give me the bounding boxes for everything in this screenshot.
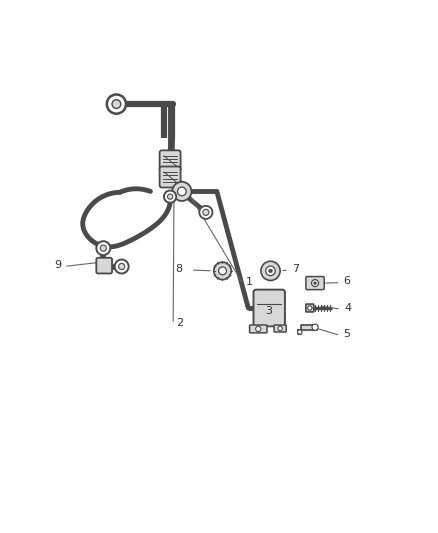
- Polygon shape: [297, 325, 317, 334]
- Circle shape: [119, 263, 125, 270]
- FancyBboxPatch shape: [254, 289, 285, 326]
- Circle shape: [312, 324, 318, 330]
- Circle shape: [100, 245, 106, 251]
- Circle shape: [107, 94, 126, 114]
- Text: 9: 9: [54, 260, 61, 270]
- Circle shape: [307, 306, 312, 310]
- FancyBboxPatch shape: [96, 258, 112, 273]
- Text: 5: 5: [343, 329, 350, 339]
- Circle shape: [214, 262, 231, 280]
- Circle shape: [266, 266, 276, 276]
- Text: 8: 8: [175, 264, 182, 274]
- Circle shape: [172, 182, 191, 201]
- Circle shape: [203, 209, 209, 215]
- Circle shape: [297, 330, 302, 334]
- Circle shape: [261, 261, 280, 280]
- Circle shape: [269, 269, 272, 272]
- FancyBboxPatch shape: [159, 150, 180, 171]
- Circle shape: [164, 190, 176, 203]
- Text: 4: 4: [344, 303, 351, 313]
- Circle shape: [96, 241, 110, 255]
- Circle shape: [115, 260, 129, 273]
- FancyBboxPatch shape: [306, 277, 324, 289]
- Circle shape: [278, 326, 283, 330]
- Circle shape: [177, 187, 186, 196]
- Text: 2: 2: [176, 318, 184, 328]
- Circle shape: [219, 267, 226, 275]
- Circle shape: [199, 206, 212, 219]
- Text: 1: 1: [246, 277, 253, 287]
- FancyBboxPatch shape: [250, 325, 267, 333]
- FancyBboxPatch shape: [159, 166, 180, 188]
- Circle shape: [311, 280, 318, 287]
- Circle shape: [256, 326, 261, 332]
- Text: 3: 3: [265, 305, 272, 316]
- Circle shape: [314, 282, 316, 285]
- Text: 7: 7: [292, 264, 299, 274]
- Circle shape: [167, 194, 173, 199]
- FancyBboxPatch shape: [274, 325, 286, 332]
- FancyBboxPatch shape: [306, 304, 314, 312]
- Text: 6: 6: [343, 276, 350, 286]
- Circle shape: [112, 100, 121, 108]
